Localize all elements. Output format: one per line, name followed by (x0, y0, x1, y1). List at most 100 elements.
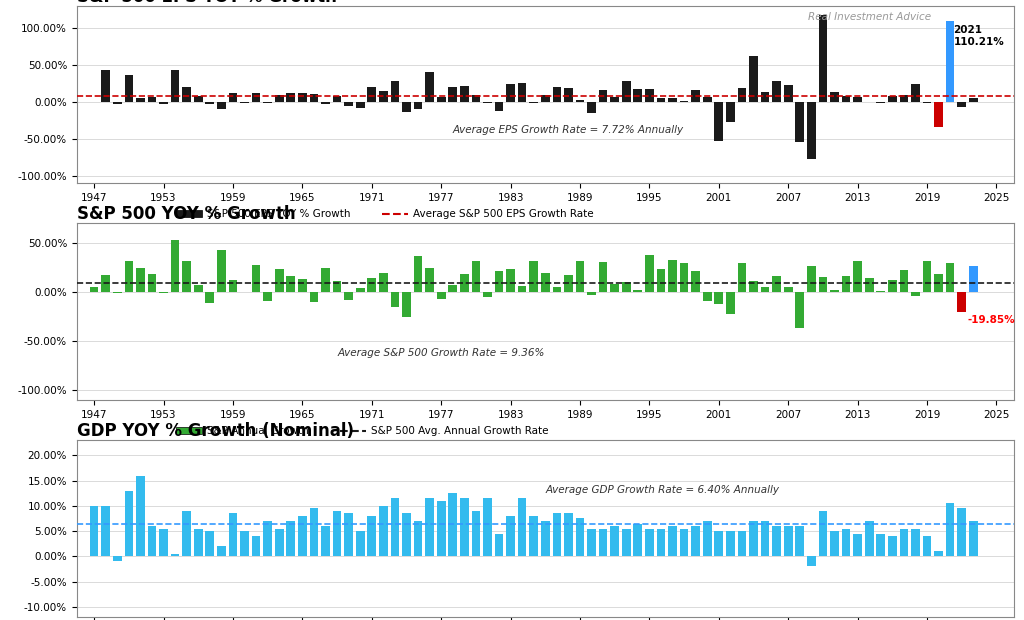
Bar (575, 260, 585, 292)
Bar (495, 272, 504, 292)
Bar (564, 275, 572, 292)
Bar (252, 265, 260, 292)
Bar (888, 96, 897, 102)
Bar (368, 278, 376, 292)
Bar (390, 292, 399, 307)
Bar (101, 506, 110, 556)
Bar (506, 269, 515, 292)
Bar (460, 274, 469, 292)
Bar (471, 95, 480, 102)
Bar (969, 98, 978, 102)
Bar (680, 101, 688, 102)
Bar (333, 96, 341, 102)
Bar (298, 279, 307, 292)
Text: S&P 500 EPS YOY % Growth: S&P 500 EPS YOY % Growth (77, 0, 337, 6)
Bar (587, 292, 596, 295)
Bar (368, 87, 376, 102)
Bar (899, 270, 908, 292)
Bar (368, 516, 376, 556)
Bar (414, 255, 422, 292)
Bar (322, 526, 330, 556)
Bar (772, 81, 781, 102)
Bar (575, 518, 585, 556)
Bar (877, 534, 885, 556)
Bar (610, 526, 620, 556)
Bar (217, 102, 225, 108)
Bar (217, 546, 225, 556)
Bar (772, 277, 781, 292)
Bar (610, 97, 620, 102)
Bar (182, 260, 191, 292)
Bar (274, 269, 284, 292)
Bar (194, 96, 203, 102)
Bar (529, 516, 538, 556)
Bar (344, 102, 353, 105)
Bar (136, 98, 144, 102)
Bar (645, 528, 653, 556)
Bar (206, 102, 214, 104)
Bar (691, 90, 700, 102)
Bar (888, 280, 897, 292)
Bar (702, 97, 712, 102)
Bar (911, 528, 920, 556)
Bar (957, 102, 966, 107)
Bar (437, 97, 445, 102)
Bar (842, 528, 850, 556)
Bar (483, 292, 492, 297)
Bar (309, 94, 318, 102)
Bar (182, 511, 191, 556)
Bar (147, 526, 157, 556)
Bar (807, 102, 816, 159)
Bar (136, 268, 144, 292)
Bar (298, 93, 307, 102)
Bar (425, 268, 434, 292)
Bar (726, 531, 734, 556)
Bar (274, 528, 284, 556)
Bar (656, 98, 666, 102)
Bar (783, 287, 793, 292)
Bar (518, 498, 526, 556)
Bar (656, 528, 666, 556)
Bar (830, 290, 839, 292)
Bar (553, 287, 561, 292)
Bar (414, 102, 422, 108)
Bar (182, 87, 191, 102)
Bar (564, 88, 572, 102)
Text: -19.85%: -19.85% (968, 316, 1015, 326)
Bar (159, 102, 168, 104)
Bar (206, 292, 214, 303)
Bar (750, 281, 758, 292)
Bar (529, 260, 538, 292)
Bar (599, 262, 607, 292)
Bar (796, 526, 804, 556)
Bar (923, 536, 932, 556)
Bar (333, 511, 341, 556)
Bar (807, 267, 816, 292)
Bar (877, 291, 885, 292)
Bar (90, 287, 98, 292)
Bar (923, 262, 932, 292)
Bar (402, 513, 411, 556)
Text: Real Investment Advice: Real Investment Advice (808, 12, 931, 22)
Bar (587, 102, 596, 113)
Bar (495, 534, 504, 556)
Bar (449, 494, 457, 556)
Bar (136, 476, 144, 556)
Text: S&P 500 YOY % Growth: S&P 500 YOY % Growth (77, 205, 296, 223)
Bar (634, 290, 642, 292)
Bar (842, 96, 850, 102)
Bar (899, 95, 908, 102)
Bar (587, 528, 596, 556)
Bar (414, 521, 422, 556)
Bar (818, 15, 827, 102)
Bar (564, 513, 572, 556)
Bar (842, 277, 850, 292)
Bar (957, 508, 966, 556)
Bar (957, 292, 966, 311)
Bar (702, 521, 712, 556)
Bar (715, 292, 723, 304)
Bar (425, 498, 434, 556)
Bar (645, 255, 653, 292)
Bar (599, 528, 607, 556)
Bar (333, 281, 341, 292)
